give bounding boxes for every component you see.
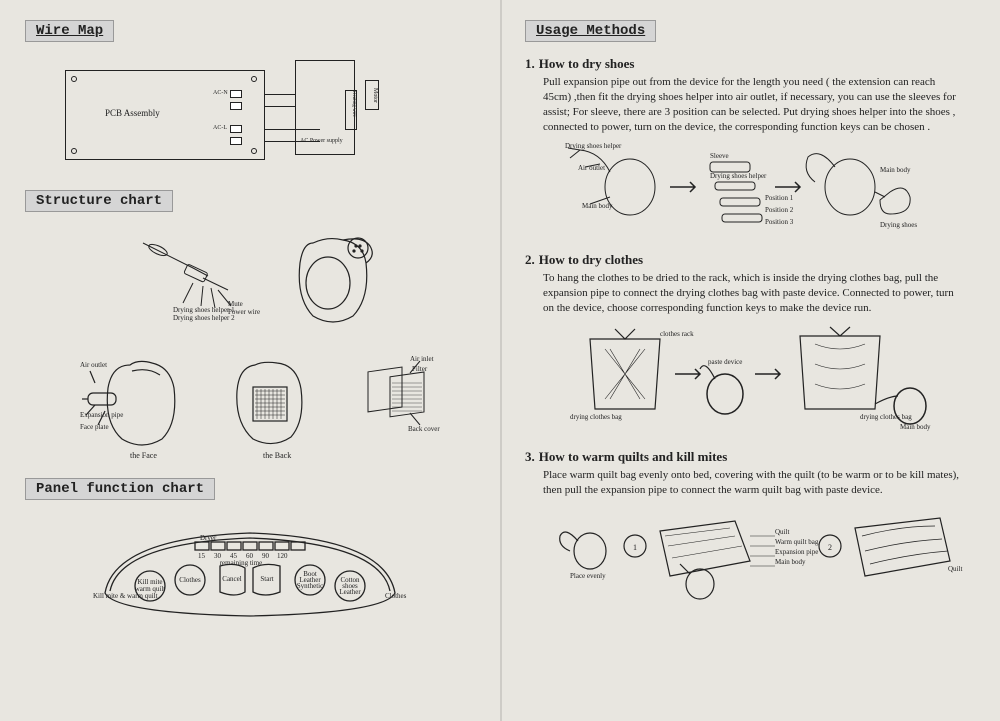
svg-text:Position 2: Position 2 [765,206,794,214]
structure-row-2: Air outlet Expansion pipe Face plate the… [45,353,475,463]
expansion-pipe-sketch: Drying shoes helper 1 Drying shoes helpe… [133,228,273,338]
svg-text:Drying shoes helper 2: Drying shoes helper 2 [173,314,235,322]
panel-function-diagram: 15 30 45 60 90 120 remaining time Dryer … [25,518,475,628]
svg-text:drying clothes bag: drying clothes bag [860,413,912,421]
ac-l-label: AC-L [213,125,227,131]
step-3-title: How to warm quilts and kill mites [539,449,728,464]
svg-text:Mute: Mute [228,300,243,308]
svg-text:15: 15 [198,552,206,560]
svg-text:drying clothes bag: drying clothes bag [570,413,622,421]
device-front-sketch [288,228,388,338]
svg-text:Expansion pipe: Expansion pipe [775,548,818,556]
svg-text:Drying shoes helper: Drying shoes helper [565,142,622,150]
ac-power-label: AC Power supply [300,138,343,144]
step-2-title: How to dry clothes [539,252,643,267]
svg-text:Synthetic: Synthetic [297,582,323,590]
filter-sketch: Air inlet Filter Back cover [360,353,440,463]
step-2-illustration: clothes rack drying clothes bag paste de… [545,324,975,434]
svg-text:Main body: Main body [775,558,806,566]
svg-text:Position 1: Position 1 [765,194,794,202]
svg-text:90: 90 [262,552,270,560]
svg-text:Start: Start [260,575,273,583]
svg-text:Kill mite & warm quilt: Kill mite & warm quilt [93,592,158,600]
svg-text:Cancel: Cancel [222,575,241,583]
svg-text:Place evenly: Place evenly [570,572,606,580]
svg-text:Clothes: Clothes [179,576,201,584]
svg-text:120: 120 [277,552,288,560]
svg-text:Air outlet: Air outlet [80,361,107,369]
structure-chart-title: Structure chart [25,190,173,212]
svg-text:Drying shoes: Drying shoes [880,221,917,229]
svg-text:Drying shoes helper 1: Drying shoes helper 1 [173,306,235,314]
step-3-illustration: 1 2 Place evenly Quilt Warm quilt bag Ex… [545,506,975,606]
svg-text:Leather: Leather [339,588,361,596]
usage-methods-title: Usage Methods [525,20,656,42]
svg-text:Dryer: Dryer [200,534,217,542]
svg-text:Air inlet: Air inlet [410,355,434,363]
svg-text:clothes rack: clothes rack [660,330,694,338]
svg-text:Air outlet: Air outlet [578,164,605,172]
svg-text:paste device: paste device [708,358,742,366]
svg-text:the Back: the Back [263,451,291,460]
svg-text:2: 2 [828,543,832,552]
svg-text:Main body: Main body [880,166,911,174]
ac-n-label: AC-N [213,90,228,96]
svg-text:remaining time: remaining time [220,559,263,567]
step-1: 1.How to dry shoes Pull expansion pipe o… [525,56,975,237]
svg-text:Quilt: Quilt [775,528,789,536]
svg-text:the Face: the Face [130,451,157,460]
step-3: 3.How to warm quilts and kill mites Plac… [525,449,975,606]
svg-text:Face plate: Face plate [80,423,109,431]
svg-text:Filter: Filter [412,365,428,373]
svg-text:Quilt: Quilt [948,565,962,573]
svg-text:Warm quilt bag: Warm quilt bag [775,538,819,546]
step-1-illustration: Drying shoes helper Air outlet Main body… [545,142,975,237]
svg-text:Back cover: Back cover [408,425,440,433]
svg-text:Power wire: Power wire [228,308,260,316]
step-1-body: Pull expansion pipe out from the device … [543,75,963,134]
step-3-body: Place warm quilt bag evenly onto bed, co… [543,468,963,498]
page-fold [500,0,502,721]
svg-text:1: 1 [633,543,637,552]
svg-text:Drying shoes helper: Drying shoes helper [710,172,767,180]
heating-wire-label: Heating wire [345,90,357,130]
svg-text:Sleeve: Sleeve [710,152,729,160]
step-1-title: How to dry shoes [539,56,635,71]
panel-function-title: Panel function chart [25,478,215,500]
wire-map-title: Wire Map [25,20,114,42]
step-2: 2.How to dry clothes To hang the clothes… [525,252,975,434]
structure-row-1: Drying shoes helper 1 Drying shoes helpe… [45,228,475,338]
svg-text:Clothes: Clothes [385,592,407,600]
svg-text:Main body: Main body [900,423,931,431]
pcb-label: PCB Assembly [105,108,160,118]
motor-label: Motor [365,80,379,110]
svg-text:Main body: Main body [582,202,613,210]
svg-text:Expansion pipe: Expansion pipe [80,411,123,419]
wire-map-diagram: PCB Assembly Heating wire Motor AC Power… [65,60,375,170]
step-2-body: To hang the clothes to be dried to the r… [543,271,963,316]
device-face-sketch: Air outlet Expansion pipe Face plate the… [80,353,210,463]
device-back-sketch: the Back [225,353,345,463]
svg-text:Position 3: Position 3 [765,218,794,226]
